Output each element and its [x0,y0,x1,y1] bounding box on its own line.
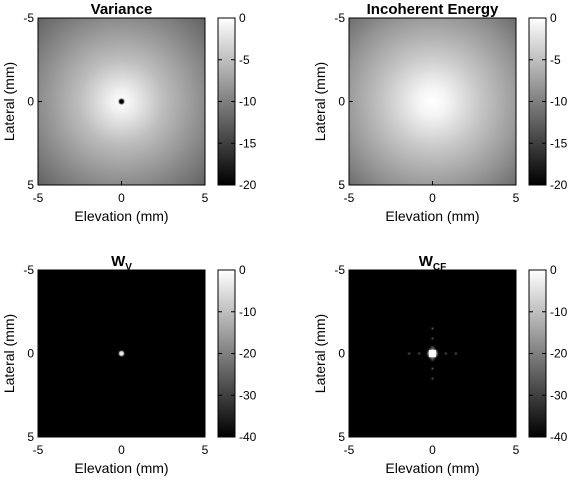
y-tick-label: -5 [334,11,345,25]
colorbar-tick-label: -10 [239,305,257,319]
y-tick-label: 5 [27,430,34,444]
colorbar-tick-label: 0 [550,11,557,25]
y-tick-label: -5 [334,263,345,277]
plot-title: Variance [91,1,153,18]
colorbar-tick-label: -20 [550,347,568,361]
center-bright-core [429,350,436,357]
colorbar-tick-label: -10 [550,95,568,109]
sidelobe-6 [430,366,435,371]
plot-title-subscript: V [125,262,132,273]
colorbar-tick-label: 0 [550,263,557,277]
colorbar-tick-label: -5 [239,53,250,67]
x-tick-label: -5 [344,191,355,205]
sidelobe-8 [430,376,435,381]
x-axis-label: Elevation (mm) [74,208,168,224]
colorbar-tick-label: -20 [239,178,257,192]
y-tick-label: -5 [23,11,34,25]
y-tick-label: 0 [27,347,34,361]
sidelobe-1 [406,351,412,356]
colorbar-tick-label: -10 [239,95,257,109]
x-tick-label: 5 [513,191,520,205]
x-axis-label: Elevation (mm) [385,460,479,476]
plot-title-subscript: CF [433,262,446,273]
x-tick-label: 5 [513,443,520,457]
x-tick-label: 0 [429,443,436,457]
sidelobe-2 [453,351,459,356]
x-tick-label: 0 [429,191,436,205]
y-tick-label: 0 [338,347,345,361]
y-tick-label: 5 [338,430,345,444]
center-dark-core [119,99,124,104]
x-tick-label: 0 [118,191,125,205]
x-axis-label: Elevation (mm) [74,460,168,476]
colorbar-tick-label: -15 [239,136,257,150]
y-tick-label: 0 [27,95,34,109]
x-tick-label: 5 [202,191,209,205]
y-tick-label: 5 [27,178,34,192]
colorbar-tick-label: -10 [550,305,568,319]
center-bright-spot [117,349,126,358]
sidelobe-4 [443,351,449,356]
sidelobe-7 [430,326,435,331]
colorbar-tick-label: 0 [239,11,246,25]
y-axis-label: Lateral (mm) [1,314,17,393]
colorbar-tick-label: -30 [239,388,257,402]
x-tick-label: 0 [118,443,125,457]
colorbar-tick-label: -40 [550,430,568,444]
colorbar-tick-label: -40 [239,430,257,444]
y-tick-label: -5 [23,263,34,277]
colorbar-tick-label: -20 [550,178,568,192]
x-tick-label: -5 [344,443,355,457]
y-axis-label: Lateral (mm) [1,62,17,141]
y-axis-label: Lateral (mm) [312,62,328,141]
x-tick-label: 5 [202,443,209,457]
x-tick-label: -5 [33,191,44,205]
x-tick-label: -5 [33,443,44,457]
heatmap-image [349,18,516,185]
sidelobe-3 [416,351,422,356]
plot-title: Incoherent Energy [367,1,499,18]
colorbar-tick-label: 0 [239,263,246,277]
colorbar-tick-label: -15 [550,136,568,150]
y-axis-label: Lateral (mm) [312,314,328,393]
x-axis-label: Elevation (mm) [385,208,479,224]
colorbar-tick-label: -20 [239,347,257,361]
colorbar-tick-label: -5 [550,53,561,67]
colorbar-tick-label: -30 [550,388,568,402]
y-tick-label: 0 [338,95,345,109]
y-tick-label: 5 [338,178,345,192]
sidelobe-5 [430,336,435,341]
